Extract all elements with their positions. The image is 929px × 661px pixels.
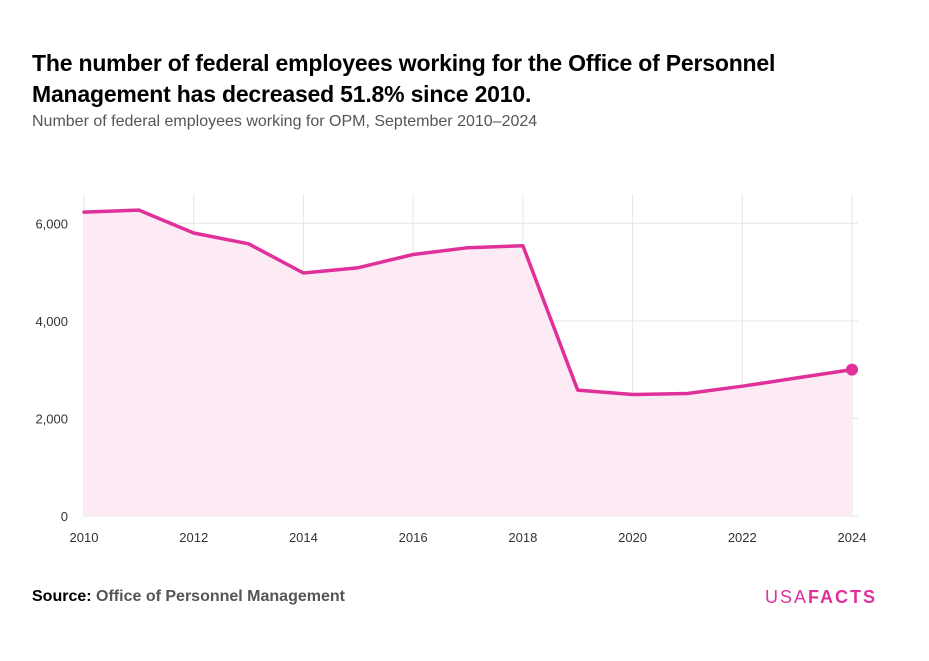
x-tick-label: 2016	[399, 530, 428, 545]
logo-text-usa: USA	[764, 587, 808, 607]
end-point-marker	[846, 363, 858, 376]
y-tick-label: 6,000	[35, 216, 68, 231]
chart-title: The number of federal employees working …	[32, 50, 776, 107]
x-tick-label: 2020	[618, 530, 647, 545]
line-area-chart: 0 2,000 4,000 6,000 2010 2012 2014 2016 2018 202…	[35, 194, 867, 545]
end-markers	[846, 363, 858, 376]
y-tick-label: 4,000	[35, 314, 68, 329]
logo-text-facts: FACTS	[807, 587, 877, 607]
series-line	[82, 208, 854, 397]
source-label: Source:	[32, 588, 92, 605]
x-tick-label: 2022	[728, 530, 757, 545]
source-note: Source: Office of Personnel Management	[32, 587, 345, 607]
x-tick-label: 2018	[508, 530, 537, 545]
source-name[interactable]: Office of Personnel Management	[96, 588, 345, 605]
x-axis-ticks: 2010 2012 2014 2016 2018 2020 2022 2024	[70, 530, 867, 545]
x-tick-label: 2024	[838, 530, 867, 545]
chart-subtitle: Number of federal employees working for …	[32, 113, 538, 130]
area-fill	[84, 210, 852, 516]
x-tick-label: 2014	[289, 530, 318, 545]
usafacts-logo[interactable]: USAFACTS	[765, 586, 877, 608]
y-tick-label: 2,000	[35, 411, 68, 426]
x-tick-label: 2010	[70, 530, 99, 545]
y-tick-label: 0	[61, 509, 68, 524]
y-axis-ticks: 0 2,000 4,000 6,000	[35, 216, 68, 524]
x-tick-label: 2012	[179, 530, 208, 545]
